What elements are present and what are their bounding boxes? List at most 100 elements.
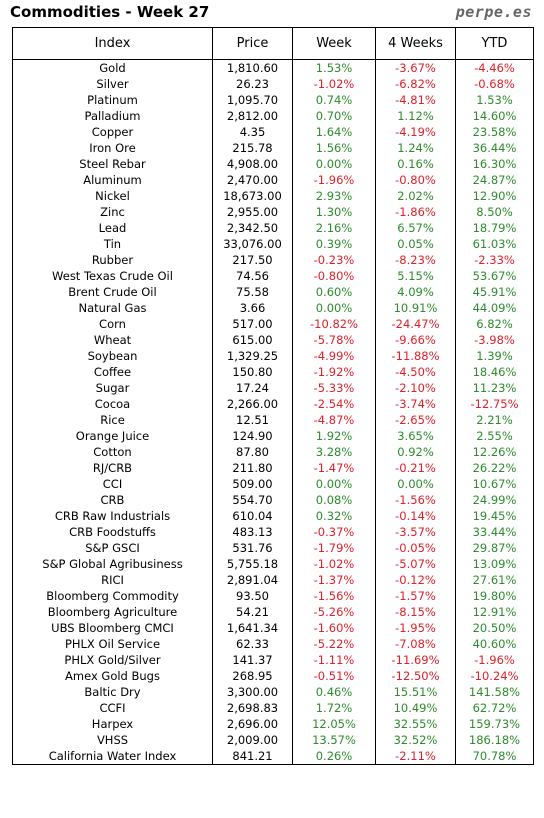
table-row: Cocoa 2,266.00 -2.54% -3.74% -12.75%: [12, 396, 534, 412]
table-row: Copper 4.35 1.64% -4.19% 23.58%: [12, 124, 534, 140]
table-row: West Texas Crude Oil 74.56 -0.80% 5.15% 53.6…: [12, 268, 534, 284]
cell-4weeks: -12.50%: [375, 668, 456, 684]
cell-ytd: 16.30%: [455, 156, 534, 172]
cell-week: -4.87%: [292, 412, 376, 428]
table-row: Zinc 2,955.00 1.30% -1.86% 8.50%: [12, 204, 534, 220]
cell-week: -0.23%: [292, 252, 376, 268]
cell-ytd: -1.96%: [455, 652, 534, 668]
cell-ytd: 27.61%: [455, 572, 534, 588]
cell-index: Natural Gas: [12, 300, 213, 316]
cell-week: 1.72%: [292, 700, 376, 716]
cell-ytd: -12.75%: [455, 396, 534, 412]
cell-price: 554.70: [212, 492, 293, 508]
cell-index: CCFI: [12, 700, 213, 716]
cell-4weeks: -3.57%: [375, 524, 456, 540]
cell-week: 2.93%: [292, 188, 376, 204]
cell-index: Copper: [12, 124, 213, 140]
cell-week: -5.78%: [292, 332, 376, 348]
column-header-price: Price: [212, 27, 293, 60]
column-header-week: Week: [292, 27, 376, 60]
cell-4weeks: 32.52%: [375, 732, 456, 748]
cell-price: 62.33: [212, 636, 293, 652]
cell-index: Aluminum: [12, 172, 213, 188]
cell-week: 0.60%: [292, 284, 376, 300]
cell-4weeks: -0.14%: [375, 508, 456, 524]
table-row: Iron Ore 215.78 1.56% 1.24% 36.44%: [12, 140, 534, 156]
cell-index: Platinum: [12, 92, 213, 108]
cell-index: Lead: [12, 220, 213, 236]
cell-4weeks: -2.10%: [375, 380, 456, 396]
cell-price: 841.21: [212, 748, 293, 765]
cell-price: 2,812.00: [212, 108, 293, 124]
cell-4weeks: -24.47%: [375, 316, 456, 332]
table-row: PHLX Gold/Silver 141.37 -1.11% -11.69% -1.96…: [12, 652, 534, 668]
cell-ytd: 36.44%: [455, 140, 534, 156]
cell-4weeks: 32.55%: [375, 716, 456, 732]
cell-4weeks: 1.12%: [375, 108, 456, 124]
cell-price: 4.35: [212, 124, 293, 140]
cell-4weeks: 10.49%: [375, 700, 456, 716]
table-row: Gold 1,810.60 1.53% -3.67% -4.46%: [12, 59, 534, 76]
cell-4weeks: 15.51%: [375, 684, 456, 700]
cell-price: 2,009.00: [212, 732, 293, 748]
cell-index: Tin: [12, 236, 213, 252]
table-row: Rice 12.51 -4.87% -2.65% 2.21%: [12, 412, 534, 428]
cell-week: -10.82%: [292, 316, 376, 332]
cell-4weeks: -4.50%: [375, 364, 456, 380]
cell-week: -1.02%: [292, 76, 376, 92]
cell-index: Orange Juice: [12, 428, 213, 444]
cell-ytd: 159.73%: [455, 716, 534, 732]
cell-4weeks: -1.57%: [375, 588, 456, 604]
cell-4weeks: -3.67%: [375, 59, 456, 76]
cell-index: Cocoa: [12, 396, 213, 412]
table-row: Natural Gas 3.66 0.00% 10.91% 44.09%: [12, 300, 534, 316]
cell-ytd: 186.18%: [455, 732, 534, 748]
cell-ytd: 61.03%: [455, 236, 534, 252]
cell-index: CCI: [12, 476, 213, 492]
cell-price: 26.23: [212, 76, 293, 92]
table-row: Cotton 87.80 3.28% 0.92% 12.26%: [12, 444, 534, 460]
cell-index: Bloomberg Agriculture: [12, 604, 213, 620]
cell-week: -5.22%: [292, 636, 376, 652]
cell-price: 268.95: [212, 668, 293, 684]
cell-week: -0.80%: [292, 268, 376, 284]
cell-4weeks: 0.16%: [375, 156, 456, 172]
cell-price: 2,266.00: [212, 396, 293, 412]
cell-ytd: -0.68%: [455, 76, 534, 92]
cell-4weeks: -8.23%: [375, 252, 456, 268]
cell-price: 12.51: [212, 412, 293, 428]
cell-price: 509.00: [212, 476, 293, 492]
column-header-ytd: YTD: [455, 27, 534, 60]
cell-4weeks: -1.86%: [375, 204, 456, 220]
cell-week: -5.26%: [292, 604, 376, 620]
cell-price: 124.90: [212, 428, 293, 444]
column-header-index: Index: [12, 27, 213, 60]
cell-week: -1.47%: [292, 460, 376, 476]
cell-4weeks: -11.88%: [375, 348, 456, 364]
table-row: RJ/CRB 211.80 -1.47% -0.21% 26.22%: [12, 460, 534, 476]
cell-week: -1.60%: [292, 620, 376, 636]
cell-price: 33,076.00: [212, 236, 293, 252]
cell-4weeks: 0.05%: [375, 236, 456, 252]
cell-index: PHLX Gold/Silver: [12, 652, 213, 668]
table-body: Gold 1,810.60 1.53% -3.67% -4.46% Silver 26.23…: [12, 59, 534, 765]
table-row: RICI 2,891.04 -1.37% -0.12% 27.61%: [12, 572, 534, 588]
cell-ytd: -4.46%: [455, 59, 534, 76]
cell-price: 2,698.83: [212, 700, 293, 716]
cell-ytd: 24.87%: [455, 172, 534, 188]
cell-ytd: 10.67%: [455, 476, 534, 492]
cell-index: Corn: [12, 316, 213, 332]
table-row: Aluminum 2,470.00 -1.96% -0.80% 24.87%: [12, 172, 534, 188]
cell-price: 150.80: [212, 364, 293, 380]
cell-index: Gold: [12, 59, 213, 76]
cell-ytd: 53.67%: [455, 268, 534, 284]
table-row: Baltic Dry 3,300.00 0.46% 15.51% 141.58%: [12, 684, 534, 700]
cell-ytd: 62.72%: [455, 700, 534, 716]
cell-index: PHLX Oil Service: [12, 636, 213, 652]
table-row: Bloomberg Agriculture 54.21 -5.26% -8.15% 12…: [12, 604, 534, 620]
cell-ytd: -2.33%: [455, 252, 534, 268]
cell-price: 1,641.34: [212, 620, 293, 636]
cell-ytd: 70.78%: [455, 748, 534, 765]
cell-week: -0.37%: [292, 524, 376, 540]
table-row: PHLX Oil Service 62.33 -5.22% -7.08% 40.60%: [12, 636, 534, 652]
